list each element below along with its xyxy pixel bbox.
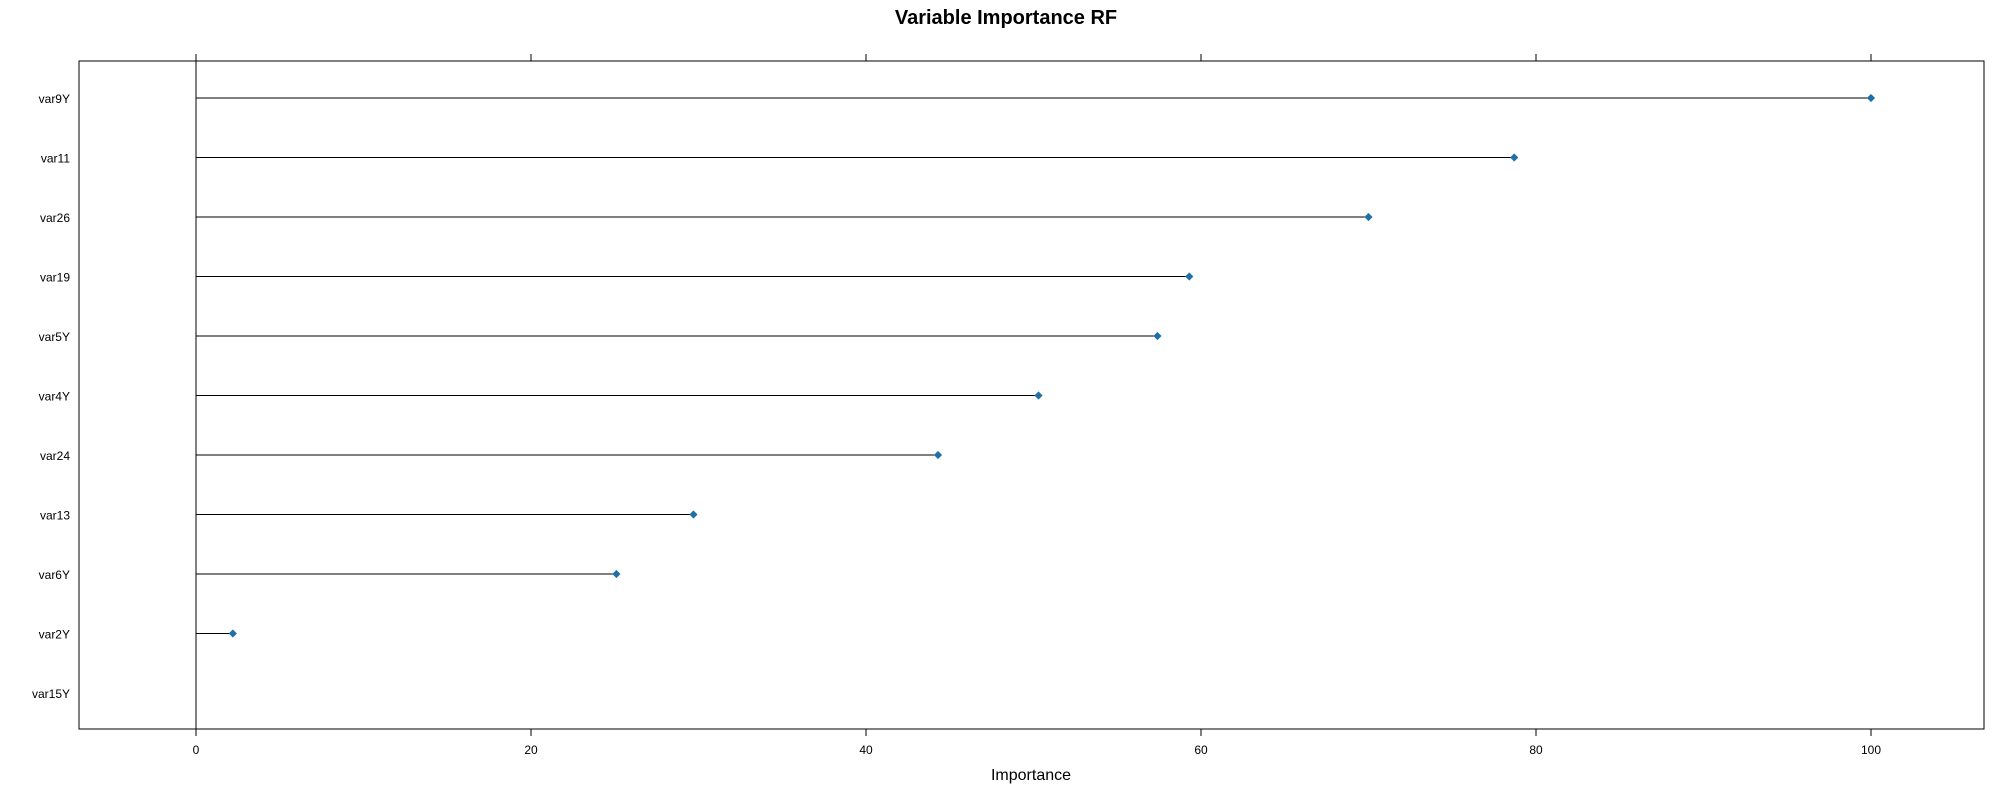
importance-point (933, 450, 943, 460)
importance-points (228, 93, 1876, 638)
y-tick-label: var19 (40, 271, 70, 285)
y-tick-label: var24 (40, 449, 70, 463)
importance-point (612, 569, 621, 579)
y-tick-label: var4Y (39, 390, 70, 404)
importance-point (228, 629, 237, 638)
importance-point (1364, 212, 1373, 222)
chart-title: Variable Importance RF (895, 7, 1117, 29)
x-tick-label: 0 (193, 743, 200, 757)
importance-point (1510, 153, 1519, 162)
y-axis-tick-labels: var9Y var11 var26 var19 var5Y var4Y var24 var13… (32, 92, 70, 701)
importance-stems (196, 97, 1871, 634)
importance-point (1034, 391, 1043, 400)
importance-point (689, 510, 698, 519)
x-axis-ticks-top (195, 54, 1872, 61)
importance-point (1185, 272, 1194, 281)
x-axis-ticks-bottom: 0 20 40 60 80 100 (193, 729, 1881, 757)
x-tick-label: 100 (1861, 743, 1881, 757)
x-tick-label: 20 (524, 743, 538, 757)
x-axis-title: Importance (991, 767, 1071, 784)
y-tick-label: var11 (41, 152, 70, 166)
y-tick-label: var5Y (39, 330, 70, 344)
x-tick-label: 60 (1194, 743, 1208, 757)
importance-point (1866, 93, 1876, 103)
y-tick-label: var15Y (32, 687, 70, 701)
x-tick-label: 40 (859, 743, 873, 757)
plot-frame (78, 60, 1985, 730)
y-tick-label: var6Y (39, 568, 70, 582)
y-tick-label: var9Y (39, 92, 70, 106)
y-tick-label: var13 (40, 509, 70, 523)
importance-point (1153, 331, 1162, 341)
y-tick-label: var2Y (39, 628, 70, 642)
y-tick-label: var26 (40, 211, 70, 225)
x-tick-label: 80 (1529, 743, 1543, 757)
